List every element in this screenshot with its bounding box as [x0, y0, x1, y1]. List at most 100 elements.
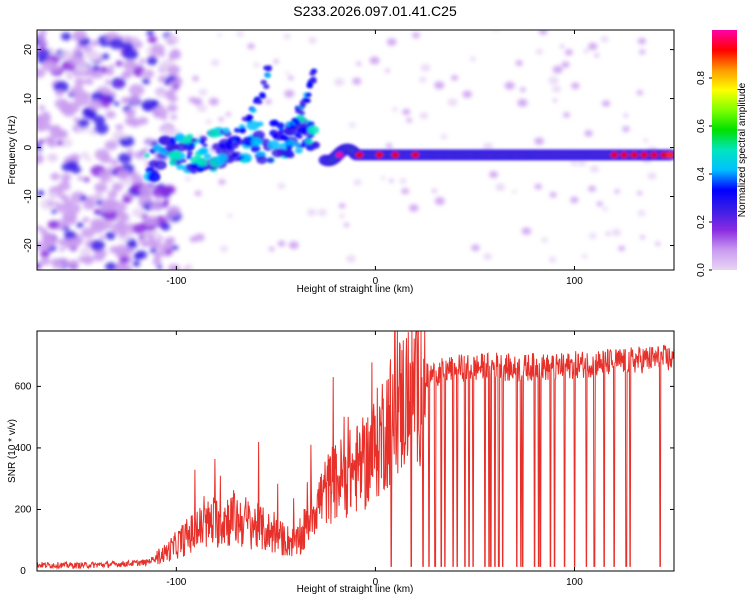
noise-blob [104, 79, 112, 85]
noise-blob [277, 182, 286, 190]
main-line-peak [650, 151, 658, 158]
colorbar-gradient [712, 30, 737, 270]
noise-blob [48, 138, 55, 143]
noise-blob [151, 43, 165, 55]
noise-blob [113, 101, 120, 107]
noise-blob [37, 114, 46, 126]
colorbar-tick-label: 0.2 [696, 215, 707, 229]
noise-blob [118, 138, 128, 146]
noise-blob [432, 189, 437, 193]
colorbar-label: Normalized spectral amplitude [737, 82, 748, 217]
noise-blob [538, 30, 548, 35]
noise-blob [205, 119, 212, 125]
noise-blob [128, 84, 145, 97]
noise-blob [168, 55, 175, 61]
noise-blob [60, 32, 72, 41]
noise-blob [72, 48, 82, 55]
noise-blob [253, 62, 260, 68]
main-line-peak [666, 151, 674, 158]
noise-blob [268, 246, 275, 252]
noise-blob [534, 183, 542, 190]
noise-blob [647, 172, 657, 180]
noise-blob [37, 225, 43, 231]
transition-blob [250, 144, 261, 153]
noise-blob [88, 99, 102, 111]
noise-blob [167, 39, 174, 45]
snr-x-ticks: -100 0 100 [166, 331, 583, 588]
noise-blob [67, 203, 81, 214]
noise-blob [139, 58, 146, 64]
transition-blob [266, 157, 275, 163]
noise-blob [105, 231, 116, 240]
noise-blob [158, 103, 164, 109]
noise-blob [583, 48, 590, 54]
noise-blob [164, 185, 176, 195]
transition-blob [231, 153, 238, 158]
noise-blob [521, 227, 532, 235]
noise-blob [68, 259, 79, 268]
noise-blob [170, 48, 181, 56]
noise-blob [160, 222, 171, 231]
noise-blob [504, 81, 515, 90]
noise-blob [601, 100, 611, 107]
spectrogram-x-tick-label: 0 [373, 276, 379, 287]
noise-blob [385, 143, 393, 149]
noise-blob [447, 98, 458, 107]
spectrogram-y-tick-label: -10 [23, 189, 34, 204]
noise-blob [288, 241, 299, 250]
noise-blob [343, 222, 350, 228]
noise-blob [469, 56, 477, 62]
noise-blob [352, 77, 362, 85]
noise-blob [273, 59, 279, 64]
noise-blob [637, 191, 643, 196]
noise-blob [153, 251, 163, 259]
noise-blob [639, 49, 646, 55]
branch-2-blob [282, 136, 290, 142]
noise-blob [49, 128, 65, 140]
noise-blob [399, 178, 407, 184]
noise-blob [152, 106, 168, 119]
noise-blob [196, 104, 207, 113]
noise-blob [99, 200, 116, 213]
noise-blob [79, 247, 92, 257]
noise-blob [73, 30, 87, 40]
noise-blob [82, 255, 94, 265]
noise-blob [600, 36, 609, 43]
noise-blob [227, 213, 233, 218]
branch-1-blob [250, 107, 257, 113]
noise-blob [169, 80, 177, 86]
noise-blob [77, 118, 90, 129]
noise-blob [596, 201, 603, 207]
snr-y-tick-label: 200 [15, 504, 32, 515]
noise-blob [161, 115, 168, 121]
branch-2-blob [310, 78, 317, 84]
noise-blob [39, 227, 49, 235]
noise-blob [39, 40, 47, 45]
noise-blob [59, 247, 65, 252]
noise-blob [132, 260, 141, 267]
noise-blob [194, 190, 202, 196]
noise-blob [116, 169, 130, 180]
transition-blob [182, 135, 193, 144]
noise-blob [167, 94, 178, 103]
snr-x-tick-label: 0 [373, 577, 379, 588]
snr-series-line [37, 331, 674, 571]
noise-blob [637, 37, 646, 45]
colorbar-tick-label: 0.8 [696, 71, 707, 85]
noise-blob [80, 151, 90, 159]
noise-blob [164, 215, 173, 221]
noise-blob [143, 215, 159, 227]
spectrogram-x-tick-label: -100 [166, 276, 186, 287]
noise-blob [132, 66, 146, 77]
branch-1-blob [258, 92, 266, 98]
noise-blob [164, 237, 175, 246]
noise-blob [70, 85, 85, 97]
spectrogram-y-tick-label: 10 [23, 93, 34, 105]
transition-blob [175, 142, 188, 152]
noise-blob [602, 206, 608, 212]
noise-blob [122, 196, 132, 204]
branch-1-blob [260, 79, 267, 85]
